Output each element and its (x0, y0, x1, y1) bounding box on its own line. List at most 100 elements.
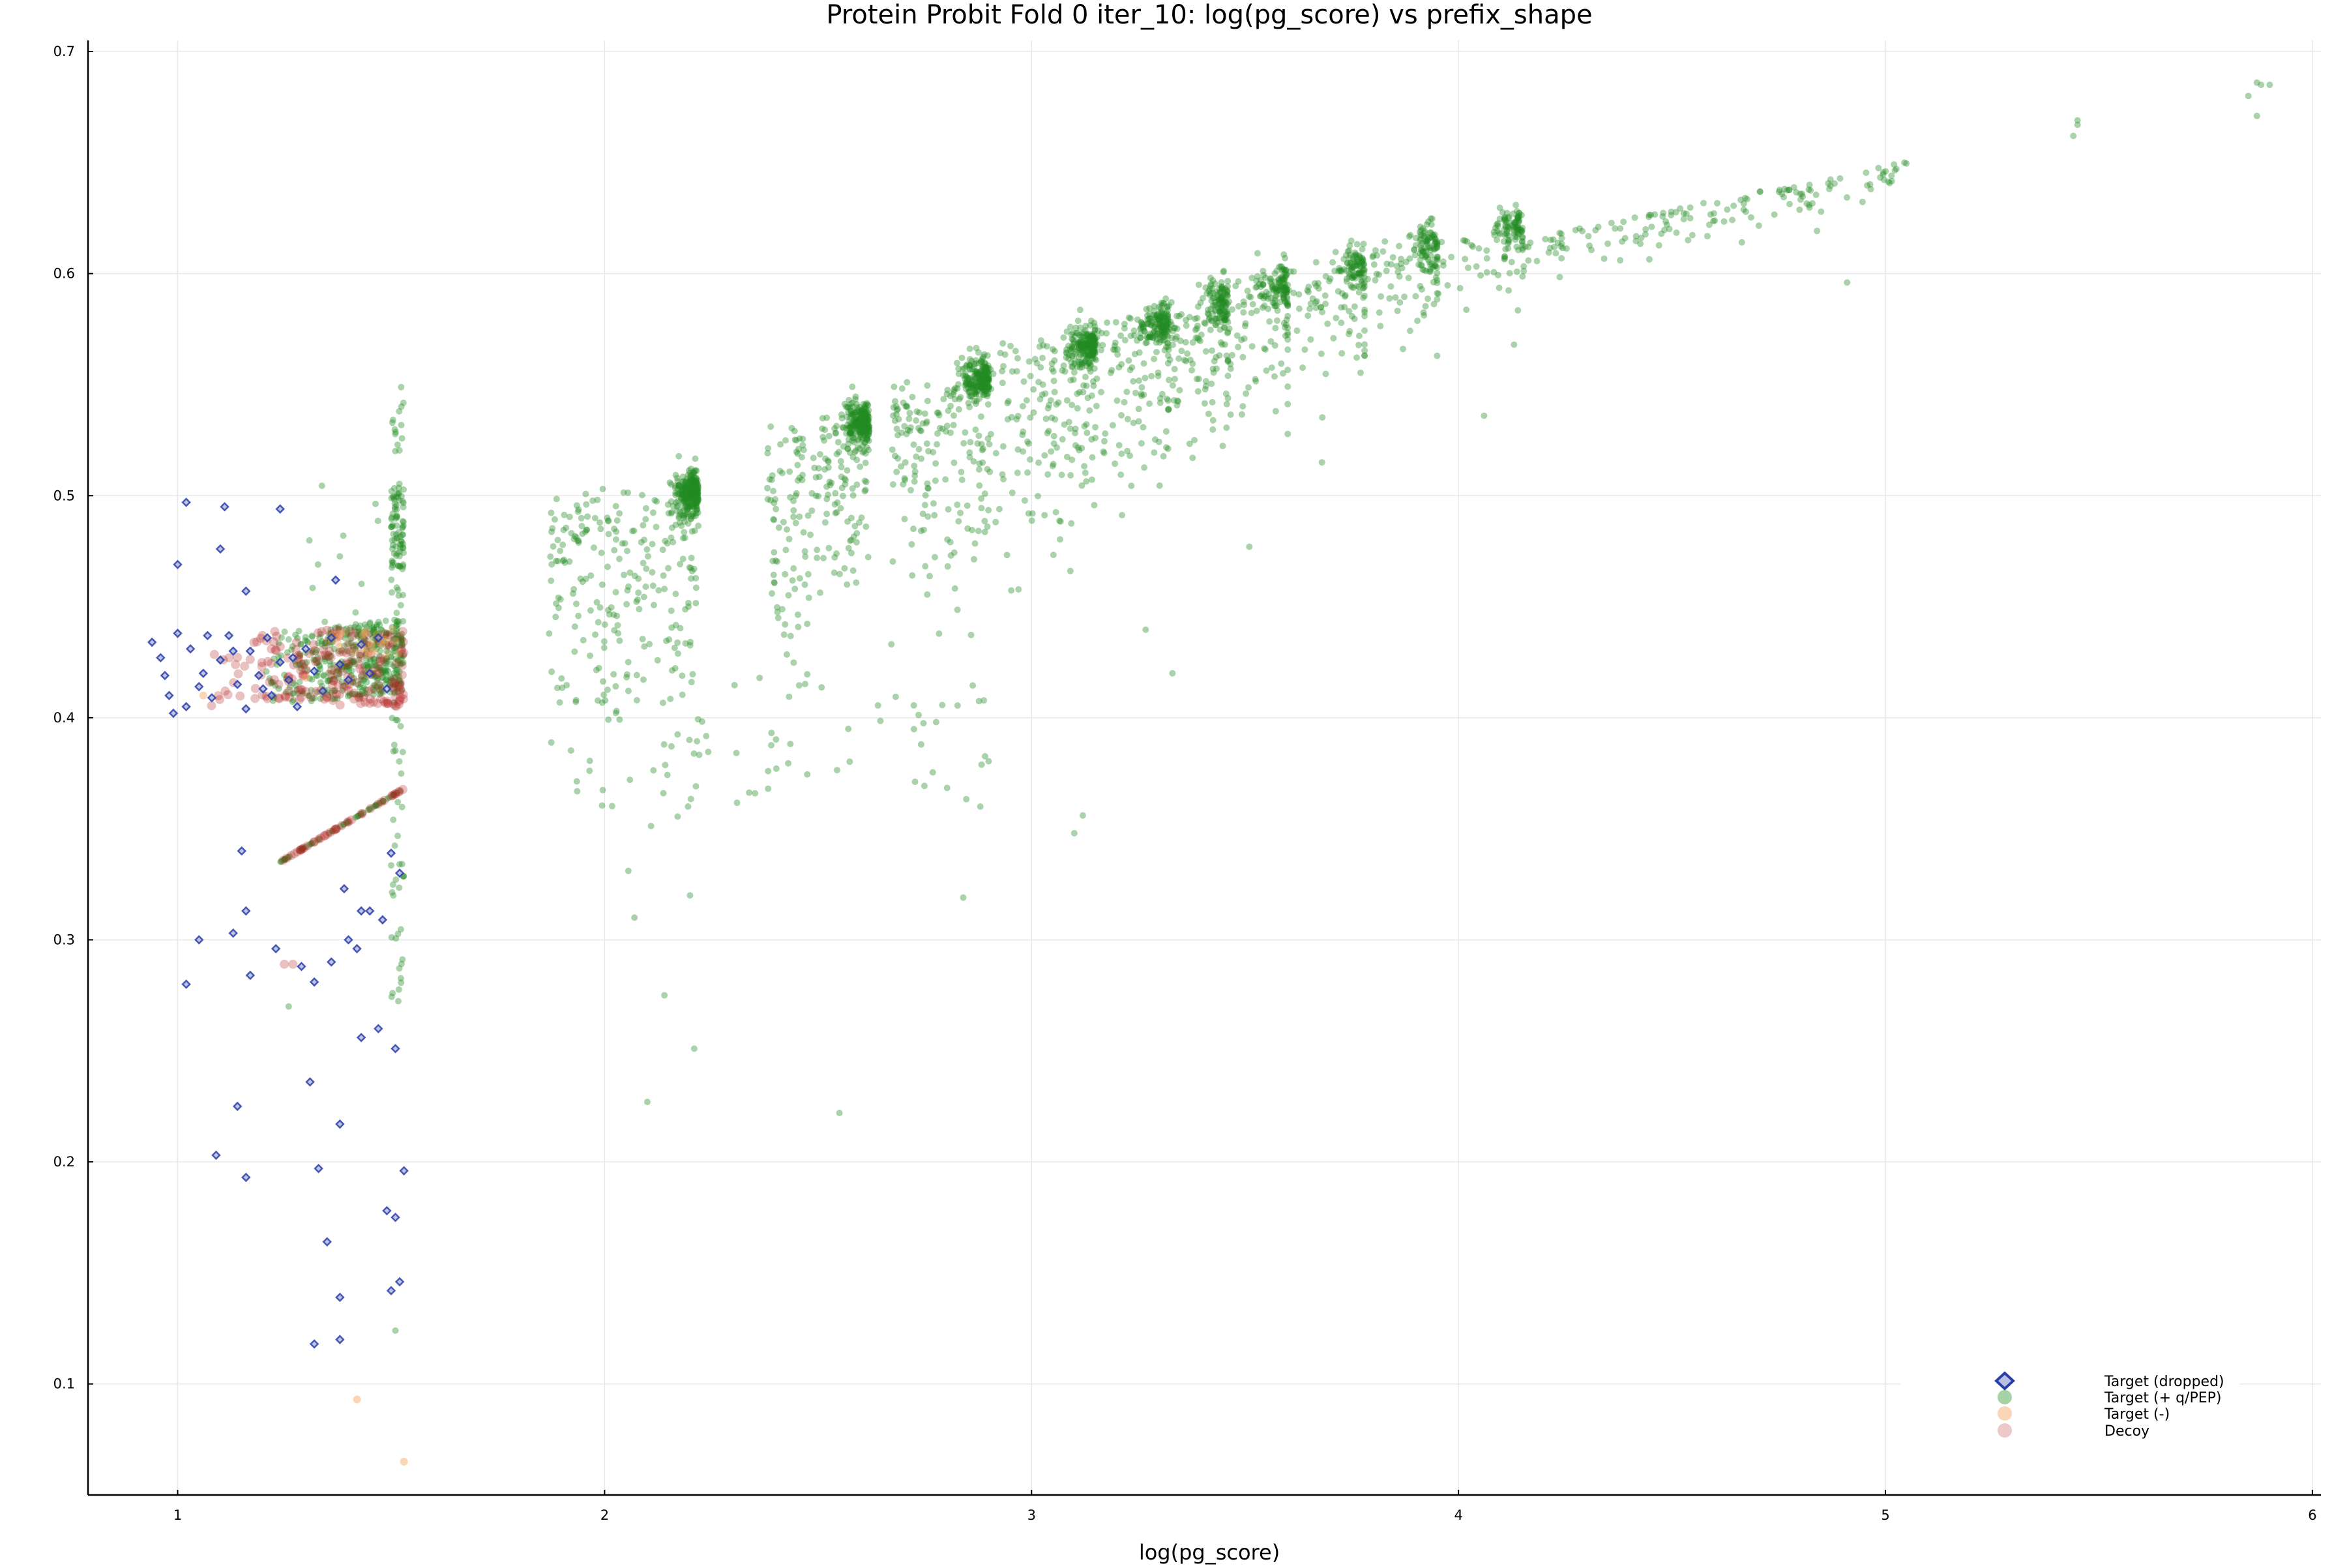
point-target-qpep (1007, 342, 1014, 349)
point-decoy (325, 827, 335, 837)
point-target-qpep (573, 534, 580, 541)
point-target-qpep (685, 490, 691, 497)
point-target-qpep (691, 467, 698, 475)
point-target-qpep (689, 476, 696, 483)
point-target-qpep (309, 695, 316, 702)
point-target-qpep (1020, 448, 1027, 455)
point-target-qpep (795, 623, 802, 630)
point-target-qpep (833, 422, 840, 430)
point-target-qpep (965, 376, 972, 383)
point-target-qpep (352, 621, 359, 628)
point-target-qpep (847, 424, 854, 431)
point-target-qpep (1556, 229, 1563, 237)
point-target-qpep (683, 477, 690, 484)
point-target-qpep (1356, 333, 1363, 340)
point-target-qpep (610, 671, 617, 678)
point-target-qpep (1220, 324, 1228, 331)
point-target-qpep (1779, 190, 1786, 198)
point-target-qpep (377, 689, 385, 696)
point-target-qpep (388, 524, 395, 531)
point-target-qpep (863, 419, 870, 426)
point-target-qpep (844, 404, 851, 411)
point-decoy (398, 690, 408, 700)
point-target-qpep (844, 467, 851, 474)
point-target-qpep (890, 404, 897, 411)
point-target-qpep (1407, 231, 1414, 239)
point-target-qpep (1655, 242, 1662, 249)
point-target-qpep (1265, 305, 1272, 312)
point-target-dropped (207, 692, 217, 703)
point-target-qpep (1516, 226, 1524, 233)
point-target-minus (400, 1457, 408, 1466)
point-target-qpep (1111, 342, 1118, 349)
point-target-qpep (1504, 240, 1511, 247)
point-target-qpep (1282, 272, 1290, 279)
point-target-qpep (1076, 306, 1084, 314)
point-target-dropped (232, 679, 243, 690)
point-decoy (394, 786, 404, 796)
point-target-qpep (971, 540, 979, 547)
point-target-qpep (968, 392, 975, 400)
point-target-qpep (790, 659, 797, 666)
point-target-qpep (688, 497, 695, 504)
point-decoy (317, 651, 327, 660)
point-target-qpep (1138, 391, 1145, 398)
point-target-dropped (301, 644, 311, 654)
point-target-qpep (1505, 214, 1513, 222)
point-target-qpep (848, 550, 855, 557)
point-target-qpep (1037, 364, 1044, 371)
point-target-qpep (1174, 397, 1181, 404)
x-tick-label: 6 (2308, 1507, 2316, 1523)
point-target-qpep (990, 370, 997, 377)
point-target-qpep (1205, 316, 1213, 323)
point-target-qpep (1518, 238, 1526, 245)
point-target-qpep (974, 440, 981, 447)
point-target-qpep (848, 423, 855, 430)
point-target-qpep (1162, 326, 1170, 333)
point-target-qpep (861, 404, 868, 411)
point-target-qpep (1271, 342, 1278, 349)
point-target-qpep (399, 525, 406, 531)
point-target-qpep (852, 396, 859, 403)
point-decoy (298, 844, 308, 853)
point-target-qpep (391, 842, 398, 850)
point-target-qpep (984, 435, 992, 442)
point-target-qpep (1429, 231, 1436, 238)
point-target-qpep (1786, 186, 1793, 194)
point-target-qpep (1164, 397, 1172, 404)
point-target-qpep (864, 421, 872, 428)
point-target-qpep (639, 636, 646, 643)
point-target-qpep (1514, 213, 1522, 220)
point-target-qpep (856, 412, 863, 419)
point-target-qpep (985, 374, 992, 381)
point-target-qpep (1213, 289, 1220, 296)
point-target-qpep (985, 376, 992, 383)
point-target-qpep (853, 407, 860, 415)
point-decoy (321, 650, 330, 660)
point-target-qpep (396, 758, 403, 765)
point-target-qpep (979, 373, 986, 380)
point-target-qpep (1147, 334, 1153, 341)
point-target-qpep (394, 617, 401, 625)
point-decoy (396, 645, 406, 655)
point-target-qpep (976, 368, 983, 375)
point-target-qpep (1077, 337, 1084, 344)
point-target-qpep (861, 411, 868, 419)
point-target-qpep (850, 426, 857, 433)
point-target-qpep (1620, 218, 1627, 226)
point-target-qpep (1516, 216, 1523, 224)
point-target-qpep (686, 638, 694, 645)
point-target-qpep (978, 383, 984, 391)
point-target-qpep (985, 376, 992, 383)
point-target-qpep (1239, 353, 1247, 361)
point-target-qpep (692, 600, 700, 607)
point-target-qpep (1217, 339, 1224, 346)
point-target-qpep (1274, 307, 1281, 314)
point-target-qpep (1259, 304, 1266, 311)
point-decoy (374, 679, 383, 689)
point-target-qpep (1186, 314, 1193, 321)
point-decoy (345, 627, 355, 636)
point-target-qpep (660, 572, 667, 579)
point-target-qpep (1046, 402, 1053, 409)
point-target-qpep (863, 432, 870, 439)
